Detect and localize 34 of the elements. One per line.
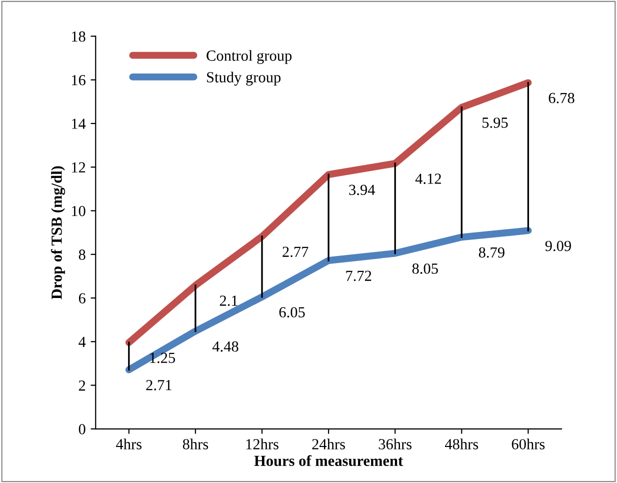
data-label: 9.09 (545, 240, 571, 252)
x-tick-label: 48hrs (444, 438, 478, 450)
data-label: 4.48 (212, 341, 238, 352)
y-tick-label: 2 (78, 380, 86, 391)
x-tick-label: 24hrs (312, 438, 345, 450)
y-axis-title: Drop of TSB (mg/dl) (50, 166, 66, 300)
data-label: 8.05 (412, 263, 438, 274)
y-tick-label: 16 (72, 75, 86, 86)
y-tick-label: 18 (72, 31, 86, 42)
x-tick-label: 8hrs (182, 438, 208, 450)
x-tick-label: 4hrs (116, 438, 142, 450)
x-tick-label: 36hrs (378, 438, 412, 450)
annotation: 3.94 (349, 184, 376, 196)
y-tick-label: 4 (78, 336, 86, 347)
x-tick-label: 60hrs (512, 438, 545, 450)
data-label: 8.79 (478, 247, 504, 258)
annotation: 5.95 (482, 118, 508, 128)
y-tick-label: 10 (72, 206, 86, 216)
legend-label: Study group (207, 72, 281, 86)
legend-label: Control group (206, 50, 292, 64)
y-tick-label: 6 (78, 293, 86, 304)
y-tick-label: 14 (72, 118, 86, 129)
y-tick-label: 12 (72, 162, 86, 172)
data-label: 6.05 (279, 307, 305, 318)
y-tick-label: 0 (78, 424, 86, 434)
data-label: 2.71 (146, 380, 172, 390)
annotation: 2.1 (220, 296, 238, 306)
x-axis-title: Hours of measurement (254, 455, 404, 466)
data-label: 7.72 (346, 270, 372, 282)
annotation: 6.78 (548, 92, 574, 104)
annotation: 2.77 (282, 246, 308, 258)
x-tick-label: 12hrs (246, 438, 278, 450)
y-tick-label: 8 (78, 250, 86, 260)
annotation: 4.12 (415, 174, 441, 184)
